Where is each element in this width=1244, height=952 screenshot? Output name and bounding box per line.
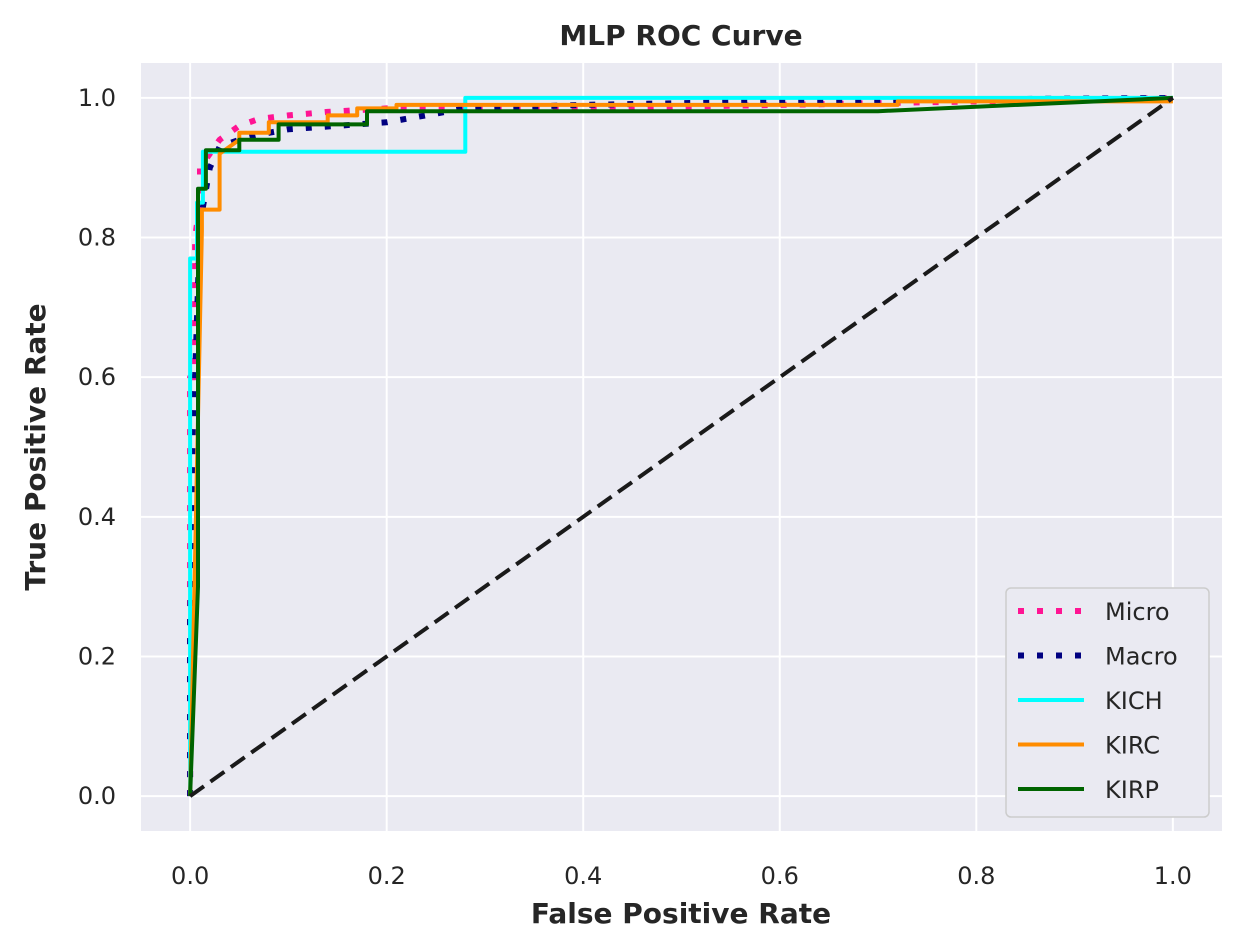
series-line-kich: [188, 95, 1173, 797]
y-axis-label: True Positive Rate: [19, 303, 52, 590]
series-line-kirc: [188, 99, 1173, 797]
legend-box: [1005, 587, 1210, 818]
x-tick-label: 0.4: [564, 862, 602, 890]
y-tick-label: 0.6: [78, 363, 116, 391]
y-tick-label: 0.8: [78, 224, 116, 252]
y-ticks: 0.0 0.2 0.4 0.6 0.8 1.0: [78, 84, 116, 810]
grid: [141, 63, 1222, 831]
legend-label-kirc: KIRC: [1105, 732, 1160, 760]
legend-label-micro: Micro: [1105, 598, 1170, 626]
legend-label-kirp: KIRP: [1105, 776, 1159, 804]
series-line-kirp: [188, 95, 1173, 797]
x-tick-label: 0.2: [368, 862, 406, 890]
y-tick-label: 0.4: [78, 503, 116, 531]
series-line-micro: [187, 94, 1173, 797]
x-ticks: 0.0 0.2 0.4 0.6 0.8 1.0: [171, 862, 1192, 890]
x-axis-label: False Positive Rate: [531, 897, 831, 930]
y-tick-label: 1.0: [78, 84, 116, 112]
y-tick-label: 0.0: [78, 782, 116, 810]
legend-label-macro: Macro: [1105, 643, 1178, 671]
x-tick-label: 0.6: [761, 862, 799, 890]
legend: Micro Macro KICH KIRC KIRP: [1005, 587, 1210, 818]
series-line-chance-diagonal: [188, 96, 1175, 798]
series-layer: [187, 94, 1175, 798]
legend-label-kich: KICH: [1105, 687, 1163, 715]
y-tick-label: 0.2: [78, 642, 116, 670]
chart-title: MLP ROC Curve: [559, 19, 802, 52]
x-tick-label: 1.0: [1154, 862, 1192, 890]
x-tick-label: 0.8: [957, 862, 995, 890]
x-tick-label: 0.0: [171, 862, 209, 890]
